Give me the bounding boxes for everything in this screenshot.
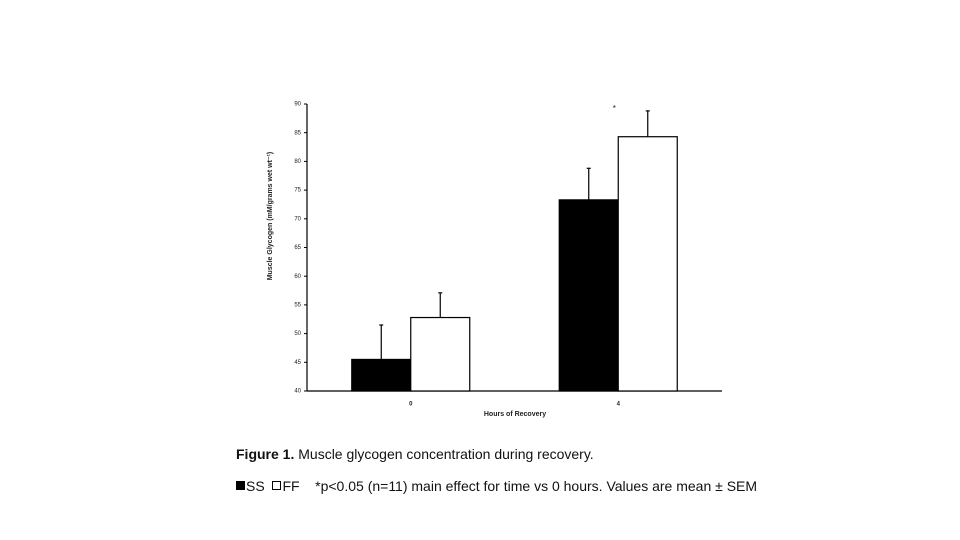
note: *p<0.05 (n=11) main effect for time vs 0…	[315, 478, 758, 494]
annotation: *	[613, 104, 616, 113]
y-tick-label: 55	[294, 302, 301, 308]
legend-label: FF	[282, 478, 300, 494]
bar	[617, 136, 678, 392]
y-tick-label: 40	[294, 389, 301, 395]
figure-label: Figure 1.	[236, 446, 295, 462]
caption: Figure 1. Muscle glycogen concentration …	[236, 446, 594, 462]
bar	[558, 199, 619, 392]
bar	[351, 358, 412, 392]
y-tick-label: 90	[294, 102, 301, 108]
legend-label: SS	[246, 478, 265, 494]
chart: Muscle Glycogen (mM/grams wet wt⁻¹) Hour…	[267, 102, 722, 418]
x-axis-label: Hours of Recovery	[484, 411, 546, 418]
y-tick-label: 85	[294, 130, 301, 136]
y-tick-label: 75	[294, 188, 301, 194]
y-tick-label: 80	[294, 159, 301, 165]
x-tick-label: 0	[409, 402, 413, 408]
caption-text: Muscle glycogen concentration during rec…	[298, 446, 594, 462]
y-axis-label: Muscle Glycogen (mM/grams wet wt⁻¹)	[267, 152, 274, 281]
y-tick-label: 60	[294, 274, 301, 280]
y-tick-label: 50	[294, 331, 301, 337]
legend: SS FF *p<0.05 (n=11) main effect for tim…	[236, 478, 757, 494]
bar	[410, 316, 471, 392]
y-tick-label: 45	[294, 360, 301, 366]
y-tick-label: 65	[294, 245, 301, 251]
x-tick-label: 4	[617, 402, 621, 408]
y-tick-label: 70	[294, 216, 301, 222]
legend-swatch	[236, 481, 245, 490]
legend-swatch	[272, 481, 282, 490]
